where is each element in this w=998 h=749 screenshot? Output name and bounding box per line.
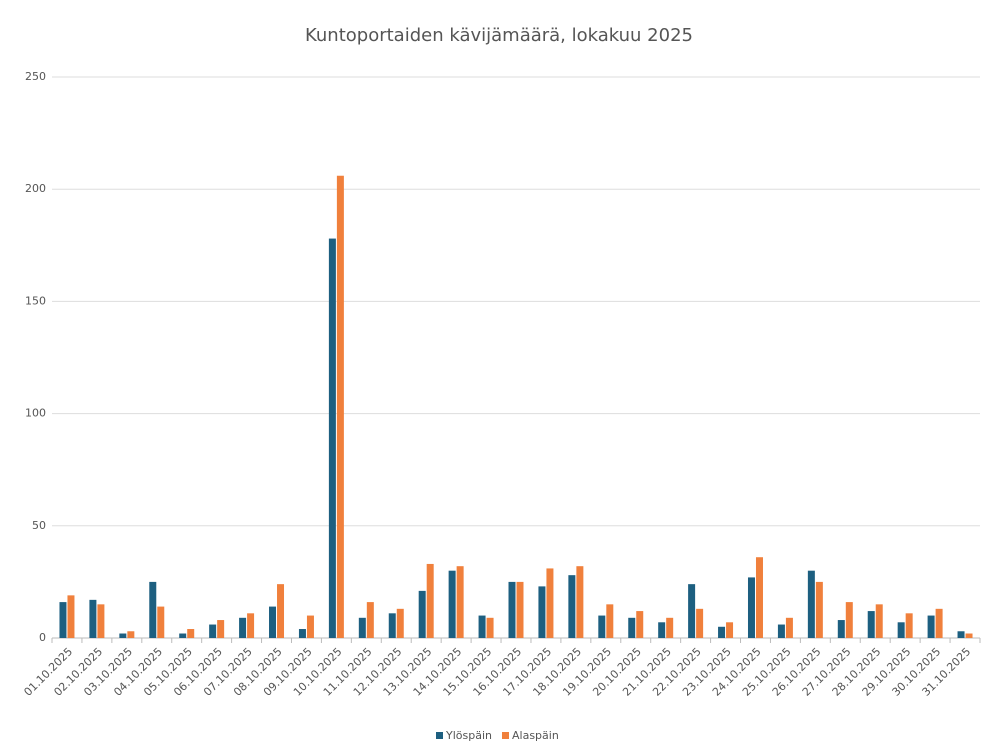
bar [388,613,396,638]
bar [247,613,255,638]
y-tick-label: 250 [25,70,46,83]
bar [815,581,823,638]
bar [785,617,793,638]
y-tick-label: 150 [25,294,46,307]
y-tick-label: 200 [25,182,46,195]
bar [897,622,905,638]
bar [89,599,97,638]
bar [97,604,105,638]
bar [358,617,366,638]
bar [149,581,157,638]
legend-swatch [502,732,509,739]
bar [726,622,734,638]
bar [636,611,644,638]
bar [456,566,464,638]
y-tick-label: 50 [32,519,46,532]
bar [59,602,67,638]
bar [546,568,554,638]
legend-swatch [436,732,443,739]
bar [867,611,875,638]
bar [127,631,135,638]
bar [448,570,456,638]
bar [837,620,845,638]
bar [538,586,546,638]
bar [807,570,815,638]
bar [269,606,277,638]
bar [606,604,614,638]
bar [426,563,434,638]
bar [119,633,127,638]
bar [576,566,584,638]
bar [67,595,75,638]
bar [568,575,576,638]
bar [328,238,336,638]
bar [666,617,674,638]
bar [179,633,187,638]
chart-title: Kuntoportaiden kävijämäärä, lokakuu 2025 [305,25,693,46]
bar [217,620,225,638]
y-tick-label: 0 [39,631,46,644]
bar [957,631,965,638]
bar [277,584,285,638]
bar [696,608,704,638]
legend-label: Ylöspäin [445,729,492,742]
bar [628,617,636,638]
bar [755,557,763,638]
bar [366,602,374,638]
bar [157,606,165,638]
bar [845,602,853,638]
bar [418,590,426,638]
bar [747,577,755,638]
bar [927,615,935,638]
bar [508,581,516,638]
bar [598,615,606,638]
bar [239,617,247,638]
bar [935,608,943,638]
bar [306,615,314,638]
bar [486,617,494,638]
bar [396,608,404,638]
legend-label: Alaspäin [512,729,559,742]
bar [209,624,217,638]
bar [187,629,195,638]
bar [718,626,726,638]
bar [688,584,696,638]
bar [658,622,666,638]
bar [336,175,344,638]
bar [905,613,913,638]
bar [777,624,785,638]
bar [875,604,883,638]
y-tick-label: 100 [25,407,46,420]
bar [478,615,486,638]
bar [298,629,306,638]
bar [516,581,524,638]
bar [965,633,973,638]
